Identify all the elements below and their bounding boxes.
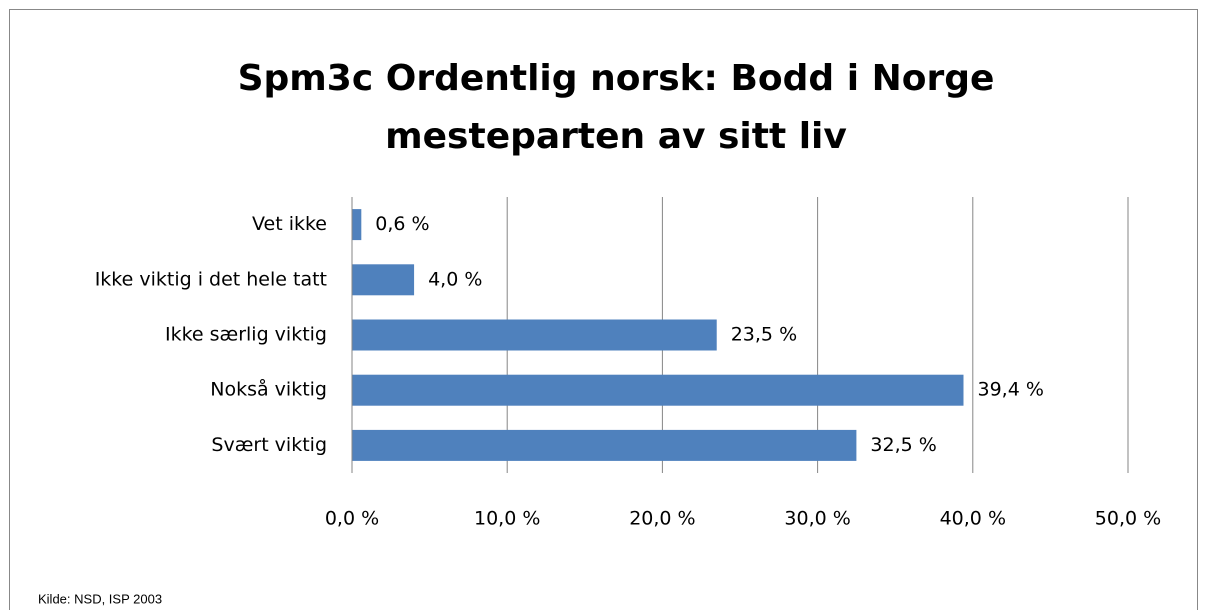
- x-tick-label: 10,0 %: [474, 508, 540, 530]
- chart-title: mesteparten av sitt liv: [385, 116, 847, 157]
- source-note: Kilde: NSD, ISP 2003: [38, 591, 162, 606]
- data-label: 32,5 %: [870, 434, 936, 456]
- chart-title: Spm3c Ordentlig norsk: Bodd i Norge: [238, 58, 995, 99]
- x-tick-label: 30,0 %: [784, 508, 850, 530]
- chart-frame: [9, 9, 1198, 610]
- y-tick-label: Svært viktig: [211, 434, 327, 456]
- bar: [352, 319, 717, 351]
- x-tick-label: 20,0 %: [629, 508, 695, 530]
- bar: [352, 264, 415, 296]
- y-tick-label: Vet ikke: [252, 213, 327, 235]
- data-label: 39,4 %: [977, 379, 1043, 401]
- data-label: 4,0 %: [428, 268, 482, 290]
- bar: [352, 429, 857, 461]
- x-tick-label: 50,0 %: [1095, 508, 1161, 530]
- data-label: 23,5 %: [731, 324, 797, 346]
- y-tick-label: Ikke viktig i det hele tatt: [95, 268, 327, 290]
- y-tick-label: Ikke særlig viktig: [165, 324, 327, 346]
- x-tick-label: 0,0 %: [325, 508, 379, 530]
- y-tick-label: Nokså viktig: [210, 378, 327, 401]
- x-tick-label: 40,0 %: [940, 508, 1006, 530]
- bar: [352, 209, 362, 241]
- bar: [352, 374, 964, 406]
- data-label: 0,6 %: [375, 213, 429, 235]
